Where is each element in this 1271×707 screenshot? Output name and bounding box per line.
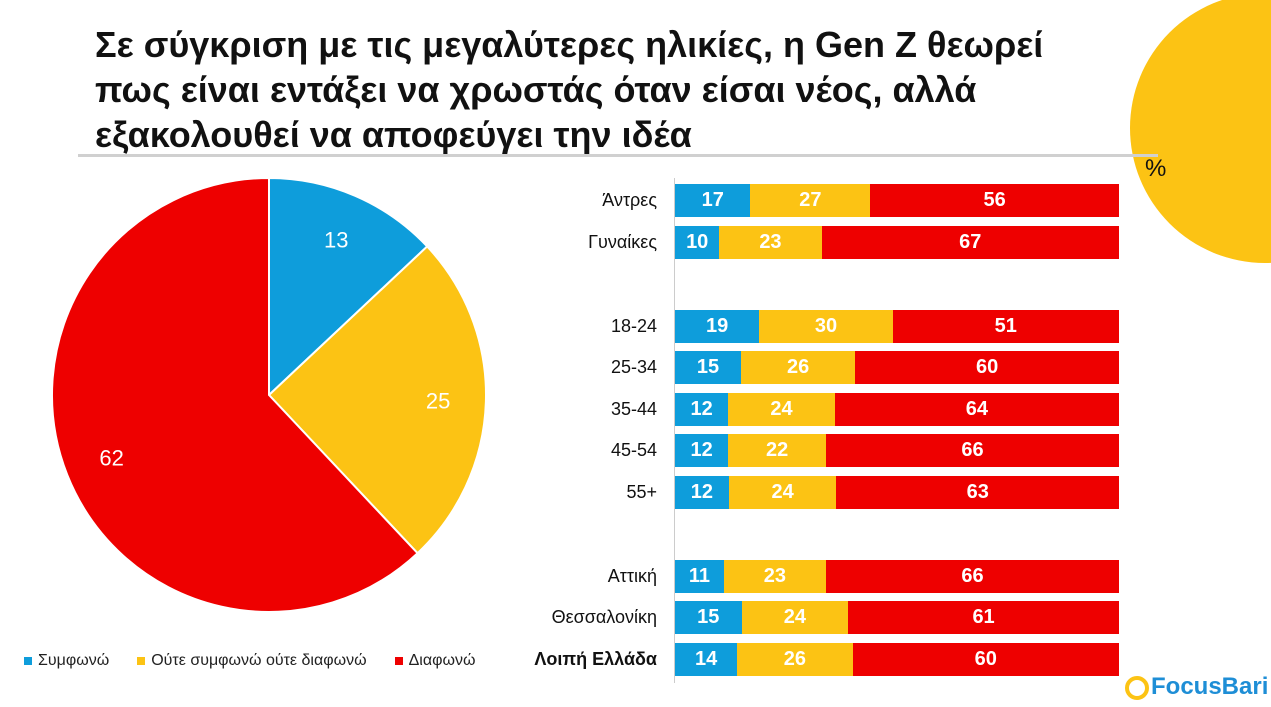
bar-segment: 15 <box>675 351 741 384</box>
legend-item-disagree: Διαφωνώ <box>394 652 476 670</box>
pie-slice <box>267 245 487 555</box>
bar-segment: 14 <box>675 643 738 676</box>
bar-segment: 66 <box>825 560 1119 593</box>
bar-segment: 60 <box>852 643 1119 676</box>
category-label: Λοιπή Ελλάδα <box>534 649 657 669</box>
category-label: 35-44 <box>610 399 657 419</box>
decorative-circle <box>1130 0 1271 263</box>
bar-segment: 61 <box>848 601 1119 634</box>
bar-segment: 15 <box>675 601 742 634</box>
bar-segment: 17 <box>675 184 751 217</box>
category-label: 45-54 <box>610 440 657 460</box>
bar-segment: 22 <box>728 434 826 467</box>
bar-segment: 11 <box>675 560 724 593</box>
bar-segment: 23 <box>719 226 822 259</box>
bar-axis <box>674 178 675 683</box>
unit-label: % <box>1145 155 1167 182</box>
pie-chart: 13 25 62 <box>51 176 487 613</box>
bar-segment: 26 <box>740 351 856 384</box>
bar-segment: 24 <box>741 601 849 634</box>
legend-item-agree: Συμφωνώ <box>24 652 109 670</box>
bar-segment: 64 <box>834 393 1119 426</box>
category-label: Θεσσαλονίκη <box>551 607 657 627</box>
bar-segment: 10 <box>675 226 720 259</box>
category-label: 18-24 <box>610 316 657 336</box>
bar-segment: 24 <box>728 393 835 426</box>
bar-segment: 27 <box>750 184 871 217</box>
legend-label: Συμφωνώ <box>38 652 110 669</box>
magnifier-icon <box>1125 675 1149 700</box>
logo-text: FocusBari <box>1151 673 1269 700</box>
legend-label: Διαφωνώ <box>408 652 476 669</box>
legend: Συμφωνώ Ούτε συμφωνώ ούτε διαφωνώ Διαφων… <box>24 652 475 670</box>
category-label: Άντρες <box>602 190 657 210</box>
legend-swatch <box>137 656 146 665</box>
category-label: Αττική <box>607 566 657 586</box>
bar-segment: 63 <box>836 476 1119 509</box>
pie-data-label: 13 <box>324 228 348 253</box>
legend-label: Ούτε συμφωνώ ούτε διαφωνώ <box>151 652 367 669</box>
focusbari-logo: FocusBari <box>1125 673 1268 701</box>
pie-data-label: 62 <box>99 445 123 470</box>
bar-segment: 56 <box>870 184 1119 217</box>
bar-segment: 19 <box>675 310 760 343</box>
category-label: 55+ <box>626 482 657 502</box>
legend-swatch <box>394 656 403 665</box>
category-label: Γυναίκες <box>588 232 657 252</box>
bar-segment: 24 <box>728 476 837 509</box>
pie-slice <box>268 176 429 398</box>
bar-segment: 23 <box>723 560 826 593</box>
bar-segment: 26 <box>737 643 853 676</box>
bar-segment: 12 <box>675 434 729 467</box>
bar-segment: 60 <box>855 351 1119 384</box>
legend-swatch <box>24 656 32 665</box>
bar-segment: 51 <box>892 310 1119 343</box>
legend-item-neutral: Ούτε συμφωνώ ούτε διαφωνώ <box>137 652 367 670</box>
bar-segment: 67 <box>821 226 1119 259</box>
bar-segment: 30 <box>759 310 893 343</box>
bar-segment: 12 <box>675 476 729 509</box>
category-label: 25-34 <box>610 357 657 377</box>
pie-data-label: 25 <box>426 388 450 413</box>
bar-segment: 12 <box>675 393 729 426</box>
pie-slice <box>51 176 419 613</box>
title-divider <box>78 154 1158 157</box>
page-title: Σε σύγκριση με τις μεγαλύτερες ηλικίες, … <box>95 24 1044 155</box>
bar-segment: 66 <box>825 434 1119 467</box>
